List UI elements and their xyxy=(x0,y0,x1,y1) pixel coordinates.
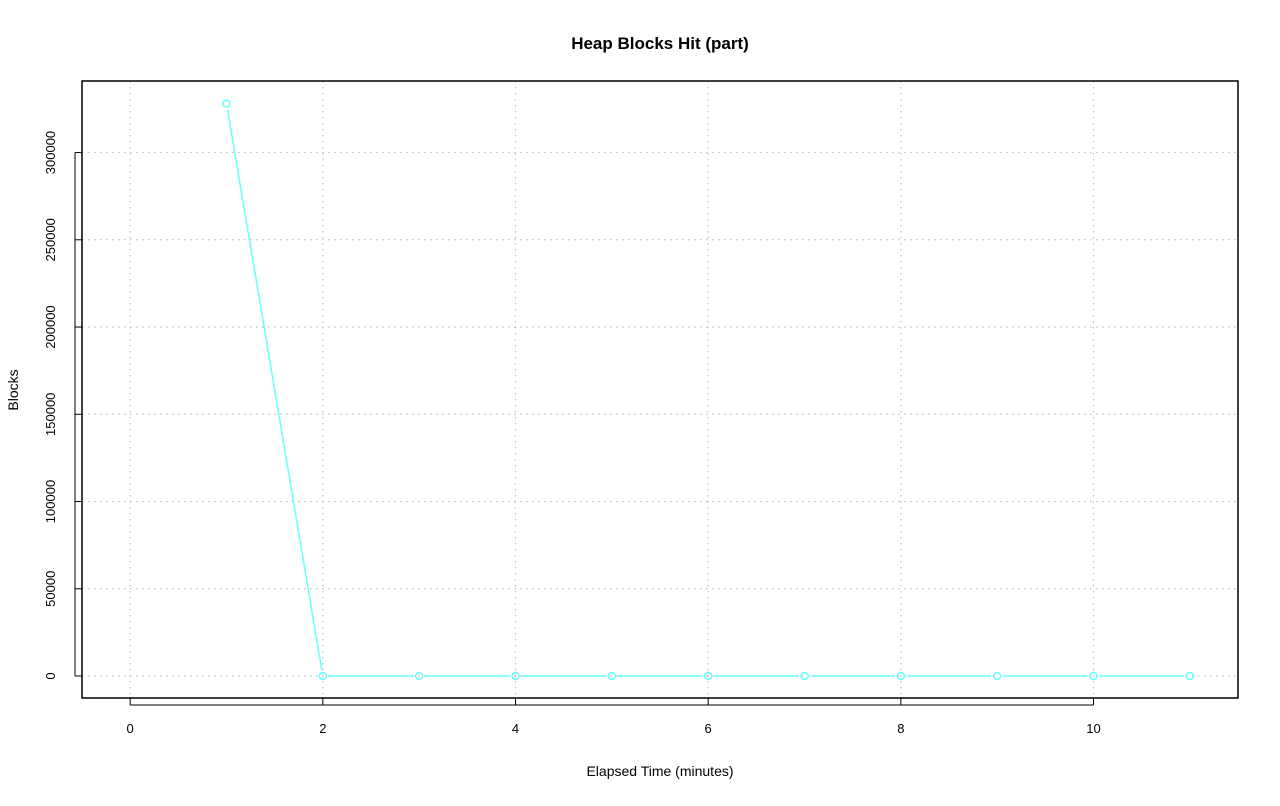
plot-frame xyxy=(81,80,1239,699)
x-tick-label: 10 xyxy=(1086,721,1100,736)
y-tick-label: 100000 xyxy=(43,480,58,523)
y-tick-label: 250000 xyxy=(43,218,58,261)
y-tick-label: 300000 xyxy=(43,131,58,174)
x-axis-label: Elapsed Time (minutes) xyxy=(586,763,733,779)
grid xyxy=(82,81,1238,698)
data-point xyxy=(1185,671,1195,681)
y-tick-label: 150000 xyxy=(43,393,58,436)
data-point xyxy=(1089,671,1098,681)
axes: 0 2 4 6 8 10 0 50000 100000 150000 200000 250000 300… xyxy=(43,131,1101,736)
x-tick-label: 0 xyxy=(127,721,134,736)
data-point xyxy=(318,671,328,681)
y-axis-label: Blocks xyxy=(5,369,21,410)
data-point xyxy=(607,671,617,681)
data-point xyxy=(896,671,906,681)
y-tick-label: 200000 xyxy=(43,305,58,348)
series-segment xyxy=(226,109,323,671)
data-point xyxy=(703,671,713,681)
x-tick-label: 8 xyxy=(897,721,904,736)
x-tick-label: 4 xyxy=(512,721,519,736)
x-tick-label: 2 xyxy=(319,721,326,736)
data-point xyxy=(414,671,424,681)
data-point xyxy=(800,671,809,681)
y-tick-label: 0 xyxy=(43,672,58,679)
series xyxy=(222,99,1195,681)
x-tick-label: 6 xyxy=(705,721,712,736)
y-tick-label: 50000 xyxy=(43,571,58,607)
chart-title: Heap Blocks Hit (part) xyxy=(571,34,749,53)
data-point xyxy=(992,671,1002,681)
data-point xyxy=(511,671,520,681)
data-point xyxy=(222,99,231,108)
